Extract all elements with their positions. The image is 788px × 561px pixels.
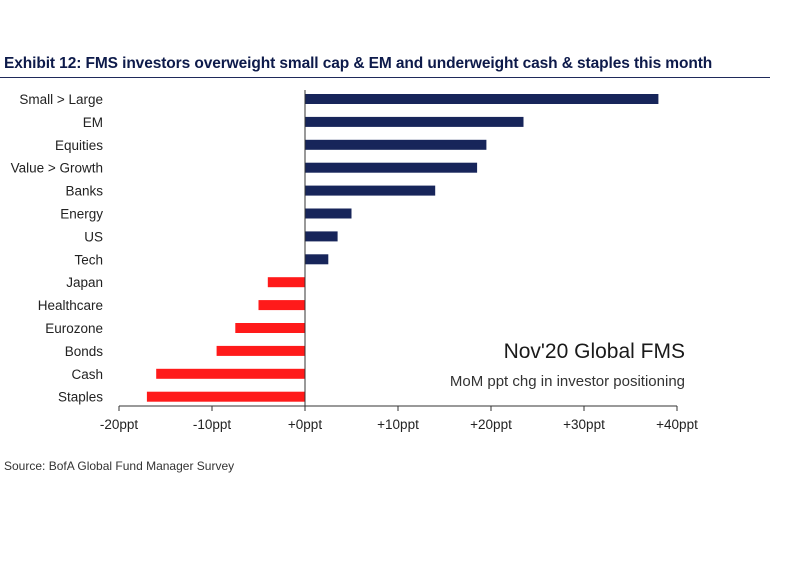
category-label: Energy bbox=[60, 207, 103, 222]
bar bbox=[305, 139, 487, 150]
category-label: Staples bbox=[58, 390, 103, 405]
bar bbox=[305, 94, 659, 104]
bar bbox=[305, 231, 338, 242]
bar bbox=[156, 368, 305, 379]
bar bbox=[146, 391, 305, 402]
category-label: Tech bbox=[74, 252, 103, 267]
bar bbox=[267, 277, 305, 288]
category-label: Bonds bbox=[65, 344, 104, 359]
bar bbox=[305, 208, 352, 219]
category-label: Healthcare bbox=[38, 298, 103, 313]
category-label: Equities bbox=[55, 138, 103, 153]
bar bbox=[305, 185, 436, 196]
bar bbox=[258, 300, 305, 311]
x-tick-label: +20ppt bbox=[470, 417, 512, 432]
annotation-subtitle: MoM ppt chg in investor positioning bbox=[449, 373, 685, 390]
category-label: Cash bbox=[71, 367, 103, 382]
x-tick-label: +40ppt bbox=[656, 417, 698, 432]
annotation-title: Nov'20 Global FMS bbox=[503, 340, 685, 363]
chart-title: Exhibit 12: FMS investors overweight sma… bbox=[4, 55, 713, 72]
x-tick-label: -10ppt bbox=[193, 417, 232, 432]
x-tick-label: +0ppt bbox=[288, 417, 322, 432]
bar bbox=[305, 116, 524, 127]
category-label: Japan bbox=[66, 275, 103, 290]
category-label: Eurozone bbox=[45, 321, 103, 336]
category-label: Small > Large bbox=[19, 92, 103, 107]
x-tick-label: +10ppt bbox=[377, 417, 419, 432]
title-divider bbox=[0, 77, 770, 78]
bar bbox=[305, 254, 329, 265]
source-note: Source: BofA Global Fund Manager Survey bbox=[4, 459, 235, 473]
category-label: EM bbox=[83, 115, 103, 130]
category-label: Value > Growth bbox=[11, 161, 103, 176]
x-tick-label: +30ppt bbox=[563, 417, 605, 432]
category-label: US bbox=[84, 229, 103, 244]
bar bbox=[305, 162, 478, 173]
x-tick-label: -20ppt bbox=[100, 417, 139, 432]
bar bbox=[235, 323, 306, 333]
category-label: Banks bbox=[65, 184, 103, 199]
bar bbox=[216, 345, 305, 356]
